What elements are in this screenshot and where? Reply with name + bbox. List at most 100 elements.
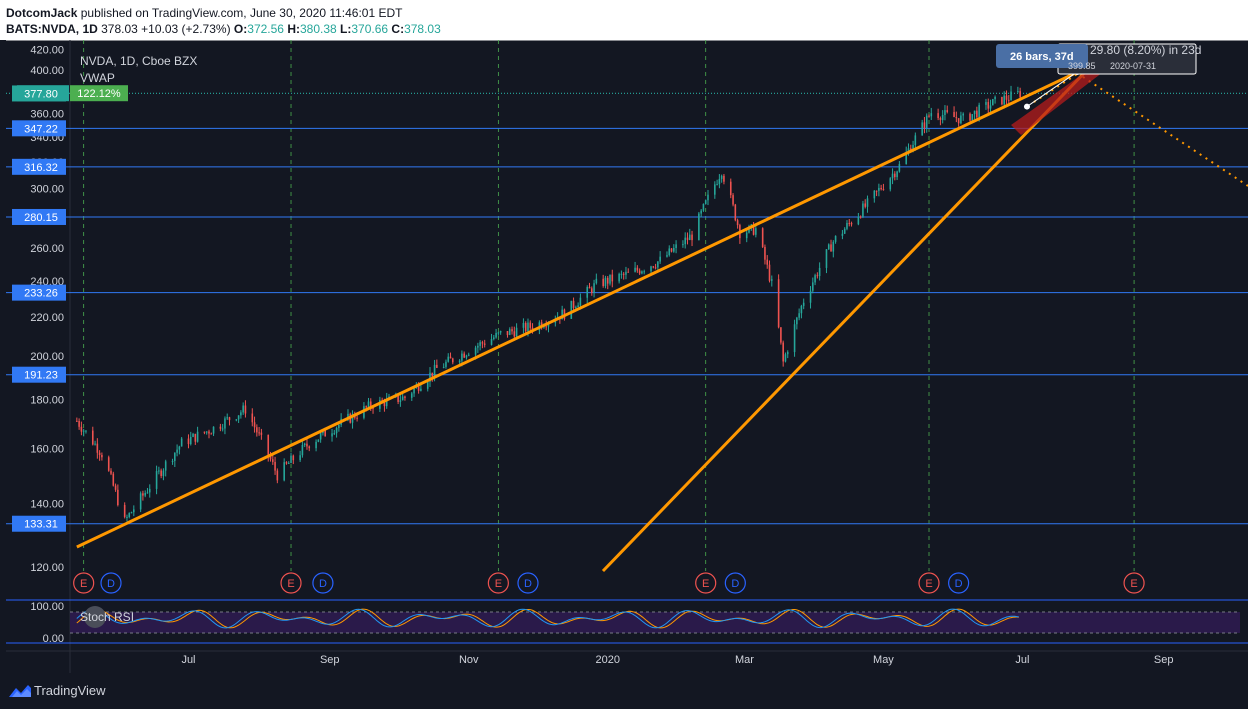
measure-line [1026,71,1078,107]
candle-body [627,271,630,273]
candle-body [780,327,782,343]
candle-body [889,178,892,190]
candle-body [205,431,208,433]
publish-line: DotcomJack published on TradingView.com,… [6,6,403,20]
candle-body [802,302,805,306]
candle-body [420,388,422,391]
y-tick-label: 420.00 [30,45,64,57]
candle-body [385,398,388,407]
candle-body [192,433,194,437]
price-label-box [12,515,66,532]
candle-body [720,175,723,179]
candle-body [451,358,454,363]
price-label-text: 377.80 [24,88,58,100]
candle-body [431,372,434,377]
candle-body [139,493,142,510]
price-label-text: 233.26 [24,288,58,300]
symbol-label[interactable]: BATS:NVDA, 1D [6,22,98,36]
candle-body [846,222,848,229]
candle-body [939,118,942,120]
low-value: 370.66 [351,22,389,36]
candle-body [673,248,675,252]
candle-body [442,366,445,368]
candle-body [399,400,402,402]
open-value: 372.56 [247,22,284,36]
candle-body [123,505,126,518]
candle-body [447,356,450,362]
candle-body [973,110,976,115]
candle-body [511,329,513,332]
candle-body [891,173,894,179]
candle-body [732,195,734,205]
candle-body [126,517,128,519]
candle-body [786,352,789,355]
candle-body [324,429,326,437]
candle-body [752,224,755,235]
candle-body [729,181,732,196]
candle-body [1007,99,1010,101]
candle-body [467,354,470,356]
measure-target-price: 399.85 [1068,61,1096,71]
candle-body [925,115,928,128]
candle-body [622,273,625,275]
candle-body [210,433,213,435]
y-tick-label: 360.00 [30,108,64,120]
candle-body [91,430,94,445]
candle-body [287,463,290,465]
open-label: O: [233,22,248,36]
candle-body [1010,91,1012,101]
candle-body [98,452,101,456]
candle-body [224,418,226,429]
candle-body [235,419,238,421]
candle-body [513,331,516,337]
candle-body [477,345,479,348]
candle-body [894,173,896,178]
candle-body [148,488,151,493]
candle-body [114,485,117,490]
candle-body [527,322,529,332]
candle-body [96,443,99,453]
vwap-label[interactable]: VWAP [80,71,115,85]
candle-body [770,279,773,281]
candle-body [994,96,996,100]
tradingview-brand[interactable]: TradingView [34,683,106,698]
event-letter: E [80,578,87,590]
candle-body [862,203,864,218]
candle-body [117,489,119,506]
candle-body [707,194,709,201]
candle-body [335,427,338,434]
candle-body [930,113,933,117]
y-tick-label: 180.00 [30,395,64,407]
candle-body [529,322,532,328]
candle-body [171,460,174,462]
candle-body [226,417,229,419]
candle-body [461,353,463,361]
candle-body [691,234,693,241]
candle-body [848,222,851,224]
candle-body [1019,91,1021,98]
event-circle [73,572,95,594]
candle-body [319,433,322,440]
candle-body [914,135,917,145]
candle-body [351,413,354,423]
stoch-rsi-band [70,612,1240,633]
candle-body [269,455,272,460]
candle-body [809,290,812,303]
candle-body [907,148,910,153]
candle-body [593,283,595,293]
candle-body [714,184,716,195]
stoch-rsi-legend[interactable]: Stoch RSI [80,606,134,628]
measure-start-dot [1023,103,1030,110]
candle-body [745,232,748,239]
author-name[interactable]: DotcomJack [6,6,78,20]
measure-tooltip[interactable]: 26 bars, 37d 29.80 (8.20%) in 23d 399.85… [996,43,1201,75]
published-text: published on TradingView.com, June 30, 2… [80,6,403,20]
y-tick-label: 260.00 [30,243,64,255]
tradingview-logo-icon[interactable] [8,683,32,699]
candle-body [987,102,990,109]
candle-body [700,210,702,214]
candle-body [723,175,725,182]
candle-body [158,470,160,472]
